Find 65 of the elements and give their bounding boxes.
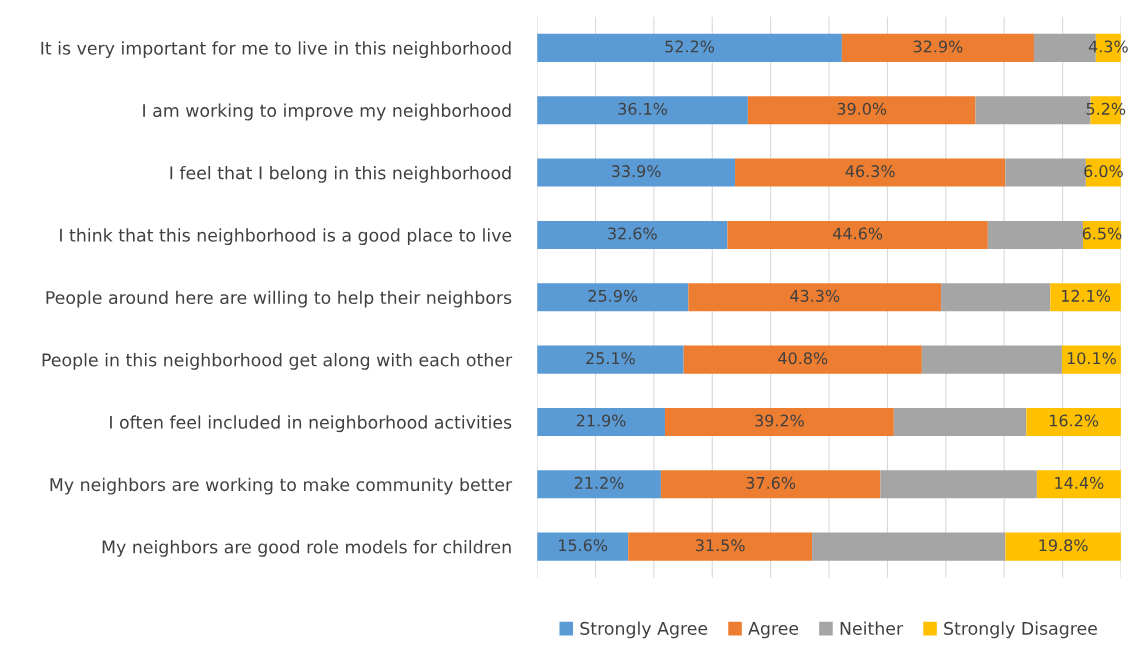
bar xyxy=(735,158,1006,187)
bar xyxy=(812,532,1006,561)
bar xyxy=(664,407,894,436)
y-tick-label: My neighbors are working to make community better xyxy=(50,477,513,495)
bar xyxy=(537,470,661,499)
bar xyxy=(747,96,976,125)
bar xyxy=(841,33,1034,62)
bar xyxy=(880,470,1037,499)
data-label: 43.3% xyxy=(790,289,840,302)
y-tick-label: It is very important for me to live in this neighborhood xyxy=(41,41,511,59)
bar xyxy=(893,407,1027,436)
bar xyxy=(1005,158,1086,187)
data-label: 46.3% xyxy=(845,165,895,178)
bar xyxy=(1005,532,1121,561)
data-label: 52.2% xyxy=(665,40,714,53)
bar xyxy=(727,220,988,249)
bar xyxy=(941,283,1051,312)
bar xyxy=(628,532,813,561)
bar xyxy=(921,345,1062,374)
bar xyxy=(537,96,748,125)
y-tick-label: People in this neighborhood get along with each other xyxy=(42,353,513,370)
data-label: 25.1% xyxy=(586,352,635,365)
bar xyxy=(537,532,629,561)
y-tick-label: I often feel included in neighborhood activities xyxy=(110,415,512,433)
bar xyxy=(987,220,1083,249)
bar xyxy=(537,345,684,374)
legend-label: Strongly Disagree xyxy=(944,621,1097,639)
y-tick-label: I am working to improve my neighborhood xyxy=(143,103,511,121)
bar xyxy=(1036,470,1121,499)
data-label: 33.9% xyxy=(611,165,661,178)
bar xyxy=(537,158,736,187)
y-tick-label: My neighbors are good role models for children xyxy=(102,540,511,557)
bar xyxy=(688,283,942,312)
data-label: 40.8% xyxy=(778,352,828,365)
data-label: 37.6% xyxy=(746,476,796,489)
data-label: 12.1% xyxy=(1062,289,1111,302)
bar xyxy=(660,470,881,499)
bar xyxy=(1026,407,1121,436)
data-label: 10.1% xyxy=(1067,352,1116,365)
legend-label: Neither xyxy=(840,621,904,635)
bar xyxy=(537,220,728,249)
data-label: 32.9% xyxy=(913,40,963,53)
y-tick-label: People around here are willing to help their neighbors xyxy=(46,290,512,308)
data-label: 39.2% xyxy=(755,414,804,427)
bar xyxy=(1050,283,1121,312)
data-label: 36.1% xyxy=(618,102,667,115)
bar xyxy=(537,283,689,312)
data-label: 31.5% xyxy=(696,539,745,552)
data-label: 21.2% xyxy=(574,476,624,489)
bar xyxy=(683,345,922,374)
data-label: 14.4% xyxy=(1055,476,1104,489)
data-label: 16.2% xyxy=(1050,414,1099,427)
data-label: 15.6% xyxy=(559,539,608,552)
data-label: 25.9% xyxy=(588,289,638,302)
data-label: 32.6% xyxy=(608,227,657,240)
data-label: 19.8% xyxy=(1039,539,1088,552)
legend-label: Strongly Agree xyxy=(580,621,708,639)
data-label: 39.0% xyxy=(837,102,887,115)
data-label: 44.6% xyxy=(833,227,883,240)
bar xyxy=(537,407,665,436)
legend-label: Agree xyxy=(748,622,799,639)
y-tick-label: I feel that I belong in this neighborhood xyxy=(170,165,511,183)
data-label: 21.9% xyxy=(576,414,626,427)
bar xyxy=(537,33,842,62)
y-tick-label: I think that this neighborhood is a good place to live xyxy=(60,228,512,246)
